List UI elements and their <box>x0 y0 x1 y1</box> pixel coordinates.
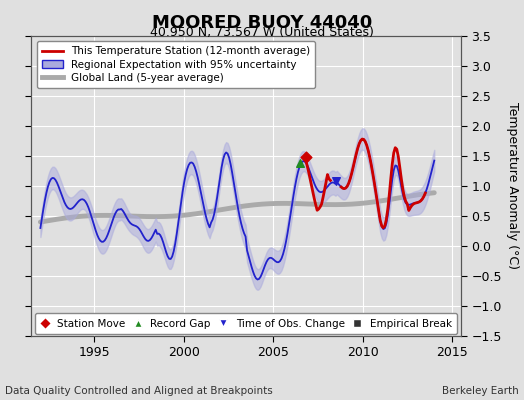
Legend: Station Move, Record Gap, Time of Obs. Change, Empirical Break: Station Move, Record Gap, Time of Obs. C… <box>35 313 457 334</box>
Y-axis label: Temperature Anomaly (°C): Temperature Anomaly (°C) <box>506 102 519 270</box>
Text: MOORED BUOY 44040: MOORED BUOY 44040 <box>152 14 372 32</box>
Point <box>296 160 304 166</box>
Text: Data Quality Controlled and Aligned at Breakpoints: Data Quality Controlled and Aligned at B… <box>5 386 273 396</box>
Point <box>302 154 310 161</box>
Text: Berkeley Earth: Berkeley Earth <box>442 386 519 396</box>
Text: 40.950 N, 73.567 W (United States): 40.950 N, 73.567 W (United States) <box>150 26 374 39</box>
Point <box>332 177 340 184</box>
